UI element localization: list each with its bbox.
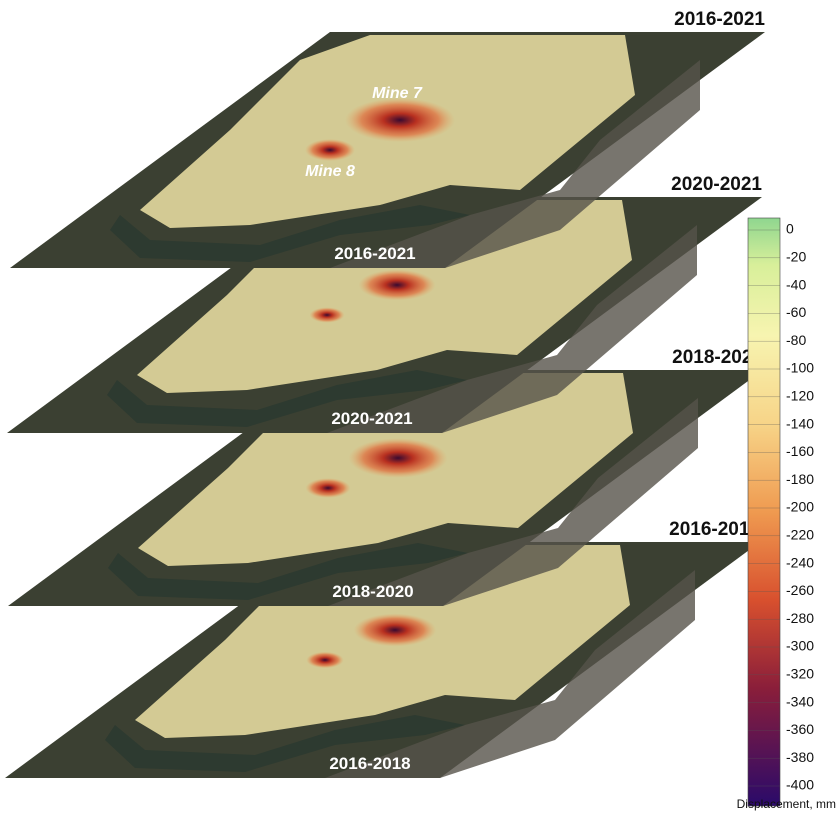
colorbar-label: Displacement, mm xyxy=(737,797,836,811)
period-label: 2020-2021 xyxy=(671,174,762,195)
colorbar-tick-label: -300 xyxy=(786,638,814,654)
layer-label: 2020-2021 xyxy=(331,409,412,428)
subsidence-hotspot xyxy=(349,438,448,478)
colorbar-tick-label: -160 xyxy=(786,443,814,459)
colorbar-tick-label: -360 xyxy=(786,721,814,737)
subsidence-hotspot xyxy=(354,614,437,647)
subsidence-hotspot xyxy=(310,307,345,322)
subsidence-hotspot xyxy=(306,478,351,498)
colorbar-tick-label: -140 xyxy=(786,415,814,431)
colorbar-tick-label: -120 xyxy=(786,388,814,404)
colorbar-tick-label: -380 xyxy=(786,749,814,765)
subsidence-hotspot xyxy=(345,98,455,142)
colorbar xyxy=(748,218,780,806)
colorbar-tick-label: -340 xyxy=(786,693,814,709)
colorbar-tick-label: -220 xyxy=(786,527,814,543)
subsidence-hotspot xyxy=(305,139,355,161)
colorbar-tick-label: -280 xyxy=(786,610,814,626)
subsidence-hotspot xyxy=(306,652,344,669)
colorbar-tick-label: -200 xyxy=(786,499,814,515)
layer-label: 2018-2020 xyxy=(332,582,413,601)
mine-label: Mine 8 xyxy=(305,163,355,180)
layer-label: 2016-2021 xyxy=(334,244,415,263)
colorbar-tick-label: -320 xyxy=(786,666,814,682)
colorbar-tick-label: -240 xyxy=(786,554,814,570)
colorbar-tick-label: -100 xyxy=(786,360,814,376)
period-label: 2016-2021 xyxy=(674,9,765,30)
colorbar-tick-label: -80 xyxy=(786,332,806,348)
layer-label: 2016-2018 xyxy=(329,754,410,773)
colorbar-tick-label: 0 xyxy=(786,221,794,237)
mine-label: Mine 7 xyxy=(372,85,423,102)
colorbar-tick-label: -20 xyxy=(786,249,806,265)
colorbar-tick-label: -180 xyxy=(786,471,814,487)
subsidence-hotspot xyxy=(359,270,436,301)
colorbar-tick-label: -40 xyxy=(786,276,806,292)
colorbar-tick-label: -400 xyxy=(786,777,814,793)
figure: 2016-20182016-20182018-20202018-20202020… xyxy=(0,0,839,813)
colorbar-tick-label: -60 xyxy=(786,304,806,320)
period-label: 2016-2018 xyxy=(669,519,760,540)
colorbar-tick-label: -260 xyxy=(786,582,814,598)
